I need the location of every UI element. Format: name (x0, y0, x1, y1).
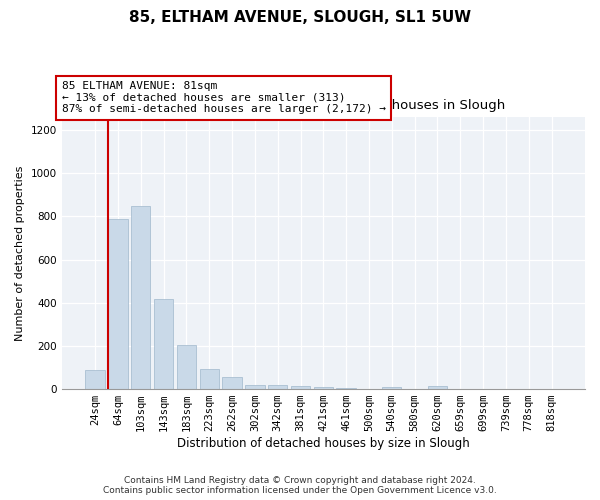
Bar (177, 345, 196, 389)
Bar (245, 385, 265, 389)
Bar (428, 386, 447, 389)
X-axis label: Distribution of detached houses by size in Slough: Distribution of detached houses by size … (177, 437, 470, 450)
Text: Contains HM Land Registry data © Crown copyright and database right 2024.
Contai: Contains HM Land Registry data © Crown c… (103, 476, 497, 495)
Bar (382, 388, 401, 389)
Text: 85, ELTHAM AVENUE, SLOUGH, SL1 5UW: 85, ELTHAM AVENUE, SLOUGH, SL1 5UW (129, 10, 471, 25)
Bar (291, 386, 310, 389)
Bar (337, 388, 356, 389)
Title: Size of property relative to detached houses in Slough: Size of property relative to detached ho… (142, 98, 505, 112)
Y-axis label: Number of detached properties: Number of detached properties (15, 166, 25, 341)
Bar (85, 370, 105, 389)
Bar (154, 300, 173, 389)
Bar (108, 218, 128, 389)
Bar (223, 377, 242, 389)
Bar (131, 206, 151, 389)
Bar (314, 387, 333, 389)
Bar (268, 385, 287, 389)
Text: 85 ELTHAM AVENUE: 81sqm
← 13% of detached houses are smaller (313)
87% of semi-d: 85 ELTHAM AVENUE: 81sqm ← 13% of detache… (62, 81, 386, 114)
Bar (200, 368, 219, 389)
